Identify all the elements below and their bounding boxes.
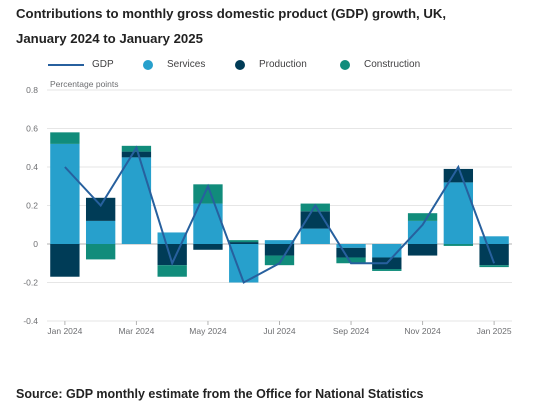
bar-construction — [85, 244, 116, 260]
legend-item-gdp: GDP — [48, 59, 114, 70]
bar-services — [157, 232, 187, 244]
chart-subtitle: January 2024 to January 2025 — [16, 31, 203, 46]
y-tick-label: 0.4 — [26, 162, 38, 172]
bar-construction — [193, 184, 223, 204]
bar-construction — [407, 213, 438, 221]
bar-construction — [264, 255, 295, 266]
bar-production — [443, 168, 474, 183]
bar-construction — [229, 240, 259, 243]
chart-legend: GDP Services Production Construction — [0, 59, 550, 75]
x-tick-label: May 2024 — [189, 326, 227, 336]
bar-construction — [157, 265, 187, 277]
legend-item-construction: Construction — [340, 59, 420, 70]
bar-production — [85, 197, 116, 221]
x-tick-label: Mar 2024 — [118, 326, 154, 336]
bar-services — [229, 244, 259, 283]
x-tick-label: Jan 2024 — [47, 326, 82, 336]
legend-construction-swatch — [340, 59, 350, 70]
bar-production — [300, 211, 330, 229]
source-note: Source: GDP monthly estimate from the Of… — [16, 387, 424, 401]
bar-production — [336, 247, 366, 258]
bar-services — [479, 236, 509, 244]
legend-gdp-swatch — [48, 63, 84, 66]
bar-services — [300, 228, 330, 244]
bar-services — [443, 182, 474, 244]
y-tick-label: -0.2 — [23, 278, 38, 288]
bar-services — [264, 240, 295, 244]
bar-production — [264, 244, 295, 256]
bar-production — [229, 242, 259, 244]
x-tick-label: Jan 2025 — [477, 326, 512, 336]
bar-services — [336, 244, 366, 248]
bar-services — [407, 220, 438, 244]
y-tick-label: 0.8 — [26, 85, 38, 95]
bar-services — [50, 143, 80, 244]
y-tick-label: 0.2 — [26, 201, 38, 211]
legend-production-label: Production — [259, 59, 307, 70]
y-tick-label: 0.6 — [26, 124, 38, 134]
gdp-line — [64, 145, 496, 284]
legend-gdp-label: GDP — [92, 59, 114, 70]
legend-construction-label: Construction — [364, 59, 421, 70]
y-axis-label: Percentage points — [50, 79, 119, 89]
bar-production — [50, 244, 80, 277]
legend-services-swatch — [143, 59, 153, 70]
bar-construction — [50, 132, 80, 144]
bar-services — [372, 244, 402, 258]
bar-production — [479, 244, 509, 266]
bar-construction — [479, 265, 509, 268]
legend-production-swatch — [235, 59, 245, 70]
legend-item-production: Production — [235, 59, 307, 70]
bar-construction — [372, 269, 402, 271]
bar-construction — [443, 244, 474, 246]
bar-production — [193, 244, 223, 250]
x-tick-label: Jul 2024 — [263, 326, 295, 336]
y-tick-label: 0 — [33, 239, 38, 249]
bar-services — [85, 220, 116, 244]
y-tick-label: -0.4 — [23, 316, 38, 326]
chart-title: Contributions to monthly gross domestic … — [16, 6, 447, 21]
legend-services-label: Services — [167, 59, 206, 70]
bar-construction — [336, 257, 366, 264]
x-tick-label: Sep 2024 — [333, 326, 370, 336]
bar-production — [121, 151, 152, 158]
x-tick-label: Nov 2024 — [404, 326, 441, 336]
legend-item-services: Services — [143, 59, 205, 70]
bar-services — [121, 157, 152, 244]
bar-production — [407, 244, 438, 256]
